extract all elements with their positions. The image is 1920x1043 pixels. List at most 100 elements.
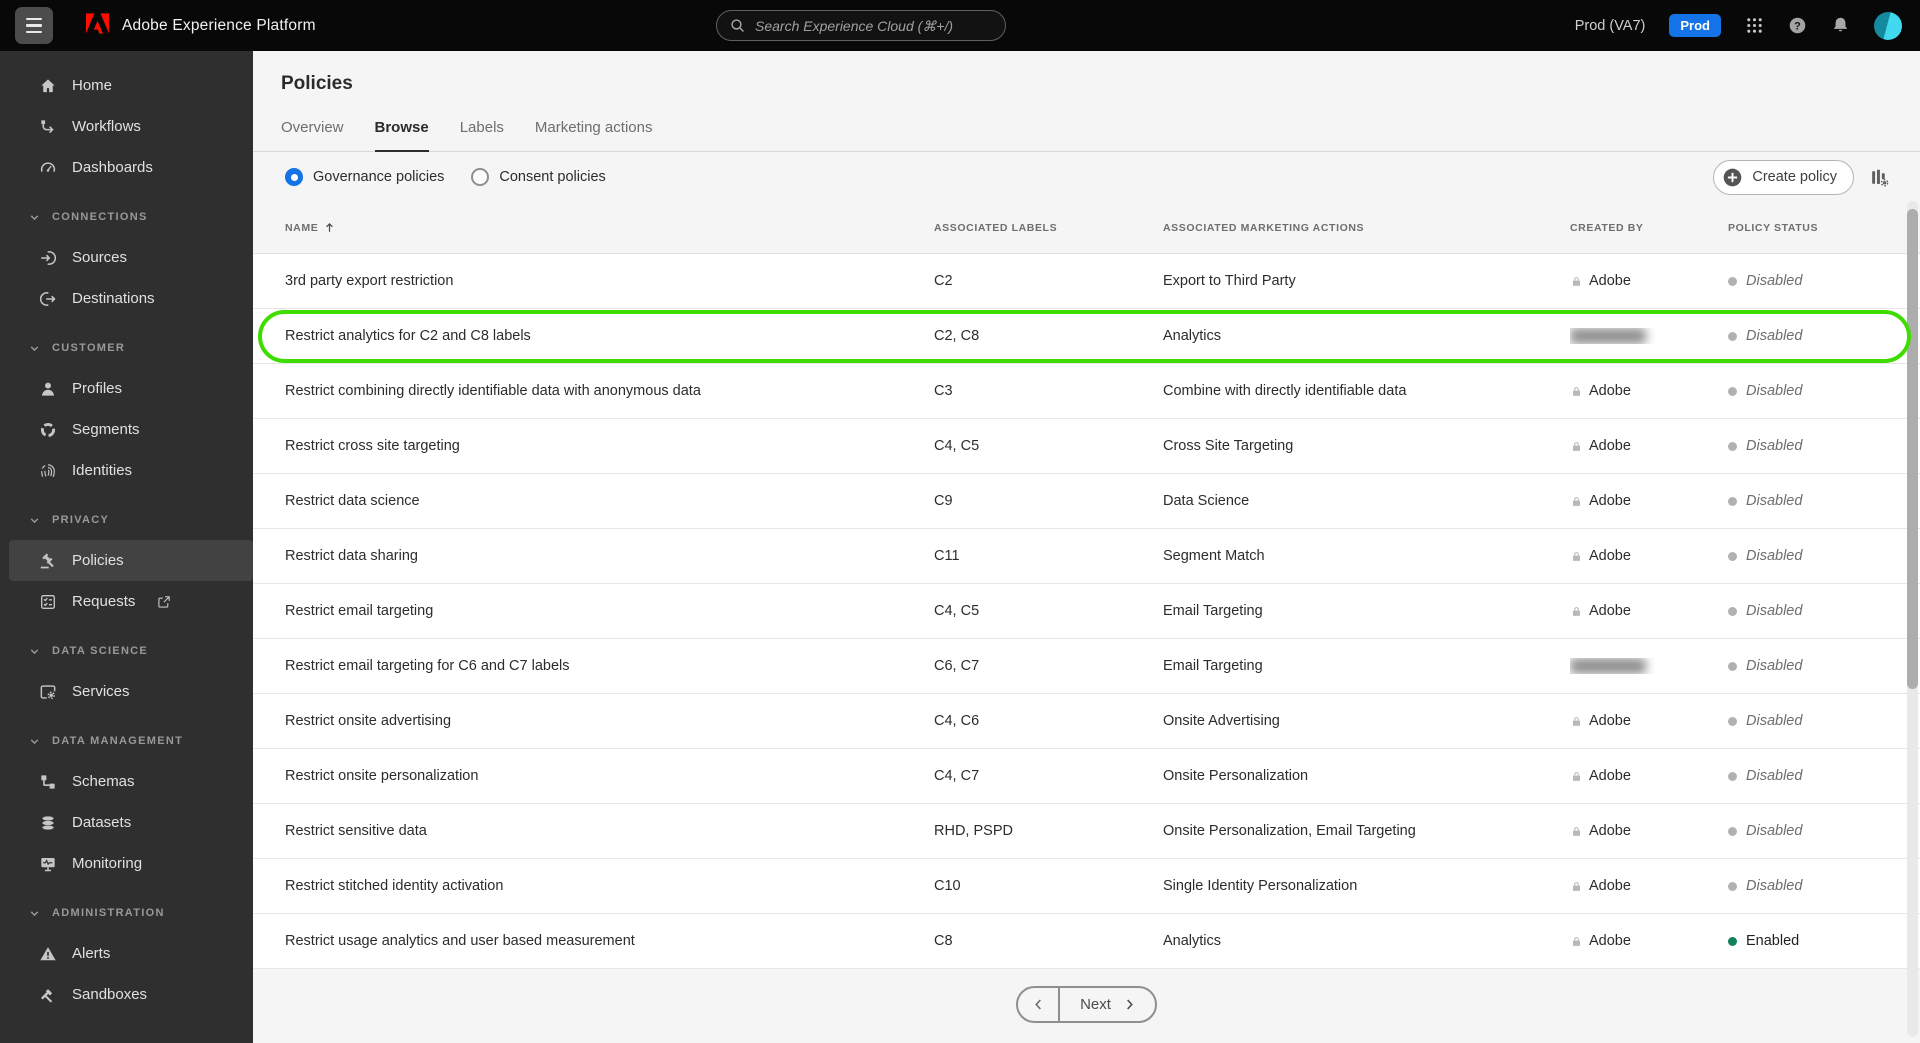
table-row[interactable]: Restrict data sharing C11 Segment Match … [253, 529, 1920, 584]
table-row[interactable]: Restrict sensitive data RHD, PSPD Onsite… [253, 804, 1920, 859]
column-header-name[interactable]: NAME [285, 221, 934, 234]
app-switcher-button[interactable] [1745, 16, 1764, 35]
brand: Adobe Experience Platform [86, 12, 316, 40]
table-row[interactable]: 3rd party export restriction C2 Export t… [253, 254, 1920, 309]
search-input[interactable] [755, 17, 993, 34]
status-dot-icon [1728, 496, 1737, 506]
redacted-text [1570, 328, 1646, 344]
sidebar-item-profiles[interactable]: Profiles [0, 368, 253, 409]
tab-browse[interactable]: Browse [374, 119, 429, 152]
sidebar-item-segments[interactable]: Segments [0, 409, 253, 450]
menu-button[interactable] [15, 7, 53, 44]
associated-marketing-actions: Segment Match [1163, 548, 1265, 564]
notifications-button[interactable] [1831, 16, 1850, 35]
dashboards-icon [39, 159, 57, 177]
sidebar-item-identities[interactable]: Identities [0, 450, 253, 491]
associated-marketing-actions: Single Identity Personalization [1163, 878, 1358, 894]
avatar[interactable] [1874, 11, 1902, 40]
monitoring-icon [39, 855, 57, 873]
scrollbar-thumb[interactable] [1907, 209, 1918, 689]
sidebar-section-data-management[interactable]: DATA MANAGEMENT [0, 721, 253, 761]
sidebar-item-sources[interactable]: Sources [0, 237, 253, 278]
tab-labels[interactable]: Labels [460, 119, 504, 152]
sidebar-item-workflows[interactable]: Workflows [0, 106, 253, 147]
table-row[interactable]: Restrict email targeting for C6 and C7 l… [253, 639, 1920, 694]
sidebar-item-sandboxes[interactable]: Sandboxes [0, 974, 253, 1015]
lock-icon [1570, 935, 1583, 948]
table-row[interactable]: Restrict onsite advertising C4, C6 Onsit… [253, 694, 1920, 749]
chevron-down-icon [28, 907, 41, 920]
lock-icon [1570, 605, 1583, 618]
bell-icon [1833, 17, 1848, 32]
adobe-logo-icon [86, 12, 109, 40]
sidebar-item-label: Identities [72, 462, 133, 479]
lock-icon [1570, 275, 1583, 288]
help-button[interactable]: ? [1788, 16, 1807, 35]
sidebar-item-alerts[interactable]: Alerts [0, 933, 253, 974]
tab-label: Labels [459, 119, 504, 136]
table-row[interactable]: Restrict email targeting C4, C5 Email Ta… [253, 584, 1920, 639]
table-row[interactable]: Restrict usage analytics and user based … [253, 914, 1920, 969]
sidebar-section-customer[interactable]: CUSTOMER [0, 328, 253, 368]
environment-badge[interactable]: Prod [1669, 14, 1721, 37]
tab-overview[interactable]: Overview [281, 119, 344, 152]
create-policy-button[interactable]: Create policy [1713, 159, 1854, 195]
associated-marketing-actions: Export to Third Party [1163, 273, 1296, 289]
grid-icon [1747, 18, 1762, 33]
next-page-button[interactable]: Next [1060, 988, 1155, 1021]
sidebar-item-destinations[interactable]: Destinations [0, 278, 253, 319]
status-dot-icon [1728, 441, 1737, 451]
radio-consent-policies[interactable]: Consent policies [471, 168, 606, 186]
radio-label: Consent policies [499, 169, 606, 185]
associated-labels: C2 [934, 273, 953, 289]
associated-labels: C3 [934, 383, 953, 399]
associated-marketing-actions: Data Science [1163, 493, 1250, 509]
sidebar-item-monitoring[interactable]: Monitoring [0, 843, 253, 884]
policy-name: Restrict stitched identity activation [285, 878, 504, 894]
associated-marketing-actions: Cross Site Targeting [1163, 438, 1294, 454]
previous-page-button[interactable] [1018, 988, 1061, 1021]
table-row[interactable]: Restrict combining directly identifiable… [253, 364, 1920, 419]
radio-label: Governance policies [313, 169, 445, 185]
sandboxes-icon [39, 986, 57, 1004]
associated-labels: C8 [934, 933, 953, 949]
table-row[interactable]: Restrict stitched identity activation C1… [253, 859, 1920, 914]
workflows-icon [39, 118, 57, 136]
sidebar-item-home[interactable]: Home [0, 65, 253, 106]
home-icon [39, 77, 57, 95]
top-bar: Adobe Experience Platform Prod (VA7) Pro… [0, 0, 1920, 51]
page-title: Policies [281, 73, 353, 94]
associated-marketing-actions: Email Targeting [1163, 603, 1263, 619]
radio-governance-policies[interactable]: Governance policies [285, 168, 444, 186]
alerts-icon [39, 945, 57, 963]
sidebar-section-privacy[interactable]: PRIVACY [0, 500, 253, 540]
sidebar-item-dashboards[interactable]: Dashboards [0, 147, 253, 188]
table-row[interactable]: Restrict onsite personalization C4, C7 O… [253, 749, 1920, 804]
column-header-associated-labels: ASSOCIATED LABELS [934, 221, 1058, 234]
status-dot-icon [1728, 386, 1737, 396]
sidebar-item-datasets[interactable]: Datasets [0, 802, 253, 843]
sidebar-item-label: Monitoring [72, 855, 143, 872]
sidebar-section-data-science[interactable]: DATA SCIENCE [0, 631, 253, 671]
svg-text:?: ? [1794, 20, 1801, 32]
table-row[interactable]: Restrict data science C9 Data Science Ad… [253, 474, 1920, 529]
sidebar-item-services[interactable]: Services [0, 671, 253, 712]
tab-label: Marketing actions [534, 119, 653, 136]
tab-marketing-actions[interactable]: Marketing actions [535, 119, 653, 152]
lock-icon [1570, 880, 1583, 893]
policy-status: Disabled [1728, 603, 1890, 619]
sidebar-section-administration[interactable]: ADMINISTRATION [0, 893, 253, 933]
table-row[interactable]: Restrict analytics for C2 and C8 labels … [253, 309, 1920, 364]
column-settings-button[interactable] [1869, 167, 1890, 188]
associated-labels: C2, C8 [934, 328, 980, 344]
chevron-down-icon [28, 342, 41, 355]
sidebar-item-schemas[interactable]: Schemas [0, 761, 253, 802]
policy-status: Disabled [1728, 658, 1890, 674]
sidebar-item-requests[interactable]: Requests [0, 581, 253, 622]
lock-icon [1570, 495, 1583, 508]
sidebar-section-connections[interactable]: CONNECTIONS [0, 197, 253, 237]
search-icon [731, 19, 744, 32]
sidebar-item-policies[interactable]: Policies [9, 540, 253, 581]
external-link-icon [157, 595, 171, 609]
table-row[interactable]: Restrict cross site targeting C4, C5 Cro… [253, 419, 1920, 474]
